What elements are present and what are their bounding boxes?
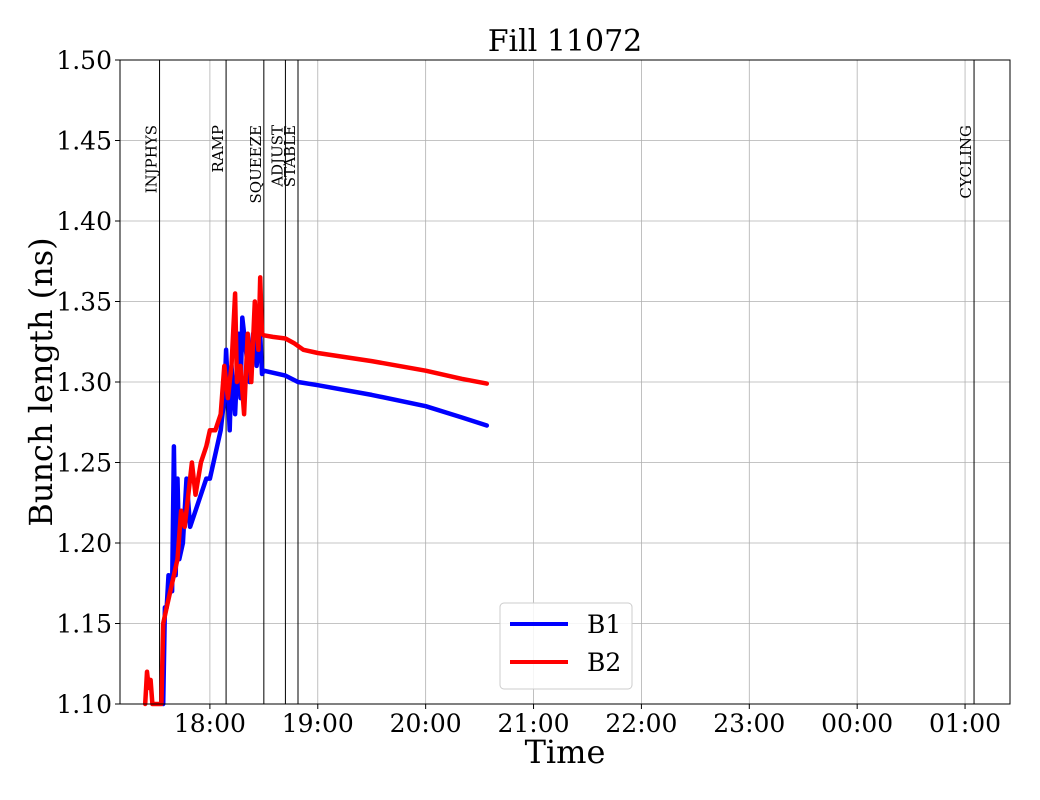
x-tick-label: 19:00	[282, 709, 354, 738]
y-tick-label: 1.10	[56, 690, 112, 719]
y-axis-label: Bunch length (ns)	[22, 237, 60, 526]
x-tick-label: 21:00	[498, 709, 570, 738]
axis-ticks: 1.10 1.15 1.20 1.25 1.30 1.35 1.40 1.45 1.50 18:0…	[56, 46, 1001, 738]
chart-title: Fill 11072	[488, 24, 643, 59]
y-tick-label: 1.35	[56, 288, 112, 317]
x-tick-label: 22:00	[605, 709, 677, 738]
x-axis-label: Time	[525, 733, 606, 771]
y-tick-label: 1.20	[56, 529, 112, 558]
y-tick-label: 1.45	[56, 127, 112, 156]
legend-label-b1: B1	[587, 610, 621, 639]
phase-label-squeeze: SQUEEZE	[247, 125, 265, 204]
series-line-b2	[142, 275, 490, 707]
phase-label-stable: STABLE	[281, 125, 299, 187]
y-tick-label: 1.30	[56, 368, 112, 397]
x-tick-label: 20:00	[390, 709, 462, 738]
data-series	[142, 275, 490, 707]
x-tick-label: 23:00	[713, 709, 785, 738]
x-tick-label: 18:00	[174, 709, 246, 738]
x-tick-label: 00:00	[821, 709, 893, 738]
y-tick-label: 1.15	[56, 610, 112, 639]
y-tick-label: 1.50	[56, 46, 112, 75]
phase-label-injphys: INJPHYS	[143, 125, 161, 193]
legend: B1 B2	[499, 602, 633, 690]
phase-label-ramp: RAMP	[209, 125, 227, 173]
y-tick-label: 1.25	[56, 449, 112, 478]
legend-label-b2: B2	[587, 648, 621, 677]
phase-label-adjust: ADJUST	[268, 125, 286, 188]
phase-label-cycling: CYCLING	[957, 125, 975, 199]
y-tick-label: 1.40	[56, 207, 112, 236]
x-tick-label: 01:00	[929, 709, 1001, 738]
